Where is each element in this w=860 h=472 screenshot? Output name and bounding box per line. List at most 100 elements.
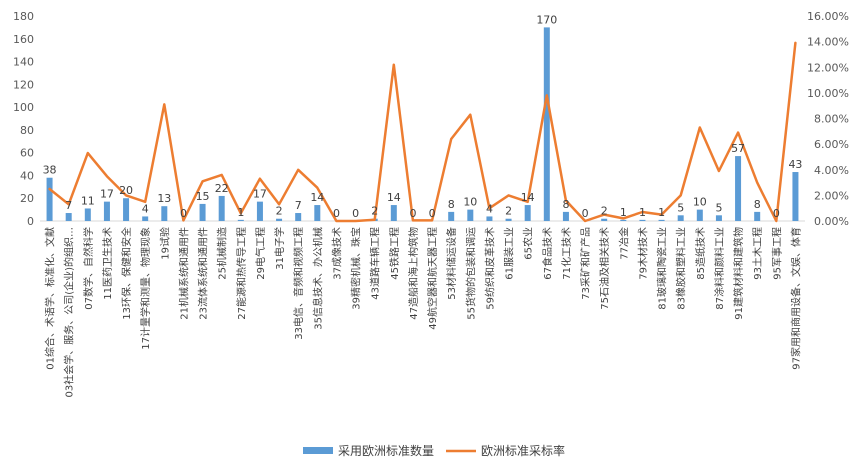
category-label: 01综合、术语学、标准化、文献 [44, 227, 57, 370]
bar [620, 219, 627, 221]
bar-data-label: 8 [448, 198, 455, 211]
category-label: 29电气工程 [254, 227, 267, 280]
category-label: 45铁路工程 [388, 227, 401, 280]
bar-data-label: 7 [295, 199, 302, 212]
bar-data-label: 1 [620, 206, 627, 219]
bar-data-label: 13 [157, 192, 171, 205]
y-right-tick-label: 16.00% [807, 10, 849, 23]
bar [735, 156, 742, 221]
category-label: 65农业 [522, 227, 535, 260]
rate-line-series [48, 41, 797, 223]
category-label: 81玻璃和陶瓷工业 [656, 227, 669, 310]
bar-data-label: 38 [43, 164, 57, 177]
y-left-tick-label: 140 [13, 56, 34, 69]
bar-data-label: 1 [658, 206, 665, 219]
axes-layer: 0204060801001201401601800.00%2.00%4.00%6… [13, 10, 849, 228]
bar-data-label: 2 [601, 205, 608, 218]
category-label: 21机械系统和通用件 [177, 227, 190, 320]
category-label: 83橡胶和塑料工业 [675, 227, 688, 310]
y-right-tick-label: 10.00% [807, 87, 849, 100]
bar-data-label: 11 [81, 194, 95, 207]
category-label: 75石油及相关技术 [598, 227, 611, 310]
category-label: 53材料储运设备 [445, 227, 458, 300]
bar-data-label: 10 [693, 196, 707, 209]
bars-layer [46, 27, 799, 222]
legend-bar-swatch [303, 447, 333, 454]
bar [199, 203, 206, 221]
y-left-tick-label: 60 [20, 147, 34, 160]
category-label: 97家用和商用设备、文娱、体育 [789, 227, 802, 370]
category-label: 25机械制造 [216, 227, 229, 280]
bar-data-label: 8 [562, 198, 569, 211]
bar-data-label: 0 [409, 207, 416, 220]
bar-data-label: 0 [333, 207, 340, 220]
category-label: 13环保、保健和安全 [120, 227, 133, 320]
bar [505, 218, 512, 221]
y-right-tick-label: 14.00% [807, 36, 849, 49]
bar-data-label: 1 [237, 206, 244, 219]
bar [677, 215, 684, 221]
bar-data-label: 8 [754, 198, 761, 211]
y-right-tick-label: 0.00% [814, 215, 849, 228]
bar [486, 216, 493, 221]
bar-data-label: 17 [253, 188, 267, 201]
bar-data-label: 7 [65, 199, 72, 212]
bar [103, 201, 110, 221]
bar-data-label: 170 [536, 13, 557, 26]
bar [161, 206, 168, 221]
bar [524, 205, 531, 221]
bar [218, 195, 225, 221]
legend: 采用欧洲标准数量 欧洲标准采标率 [303, 443, 565, 458]
bar-data-label: 22 [215, 182, 229, 195]
bar-data-label: 4 [142, 202, 149, 215]
category-label: 07数学、自然科学 [82, 227, 95, 310]
bar-data-label: 20 [119, 184, 133, 197]
bar [314, 205, 321, 221]
bar [448, 211, 455, 221]
y-right-tick-label: 2.00% [814, 189, 849, 202]
bar [715, 215, 722, 221]
category-label: 33电信、音频和视频工程 [292, 227, 305, 340]
category-label: 85造纸技术 [694, 227, 707, 280]
y-left-tick-label: 0 [27, 215, 34, 228]
category-label: 67食品技术 [541, 227, 554, 280]
category-label: 77冶金 [617, 227, 630, 260]
bar-data-label: 2 [276, 205, 283, 218]
bar [390, 205, 397, 221]
bar-data-label: 0 [582, 207, 589, 220]
bar-data-label: 43 [788, 158, 802, 171]
y-left-tick-label: 160 [13, 33, 34, 46]
bar [237, 219, 244, 221]
category-label: 37成像技术 [330, 227, 343, 280]
bar [142, 216, 149, 221]
category-label: 47造船和海上构筑物 [407, 227, 420, 320]
bar-data-label: 1 [639, 206, 646, 219]
category-label: 03社会学、服务、公司(企业)的组织… [63, 227, 76, 398]
bar-data-label: 14 [310, 191, 324, 204]
bar [543, 27, 550, 222]
bar [562, 211, 569, 221]
category-label: 49航空器和航天器工程 [426, 227, 439, 330]
category-label: 11医药卫生技术 [101, 227, 114, 300]
bar-data-label: 2 [505, 205, 512, 218]
bar [639, 219, 646, 221]
category-label: 23流体系统和通用件 [197, 227, 210, 320]
category-label: 19试验 [158, 227, 171, 260]
category-label: 87涂料和颜料工业 [713, 227, 726, 310]
bar-data-label: 0 [773, 207, 780, 220]
category-label: 73采矿和矿产品 [579, 227, 592, 300]
bar [84, 208, 91, 221]
bar [65, 213, 72, 221]
category-label: 55货物的包装和调运 [464, 227, 477, 320]
legend-bar-label: 采用欧洲标准数量 [338, 443, 434, 458]
category-label: 71化工技术 [560, 227, 573, 280]
category-label: 17计量学和测量、物理现象 [139, 227, 152, 350]
y-right-tick-label: 4.00% [814, 164, 849, 177]
bar-data-label: 10 [463, 196, 477, 209]
bar [696, 209, 703, 221]
bar-data-label: 15 [196, 190, 210, 203]
bar-data-label: 0 [352, 207, 359, 220]
